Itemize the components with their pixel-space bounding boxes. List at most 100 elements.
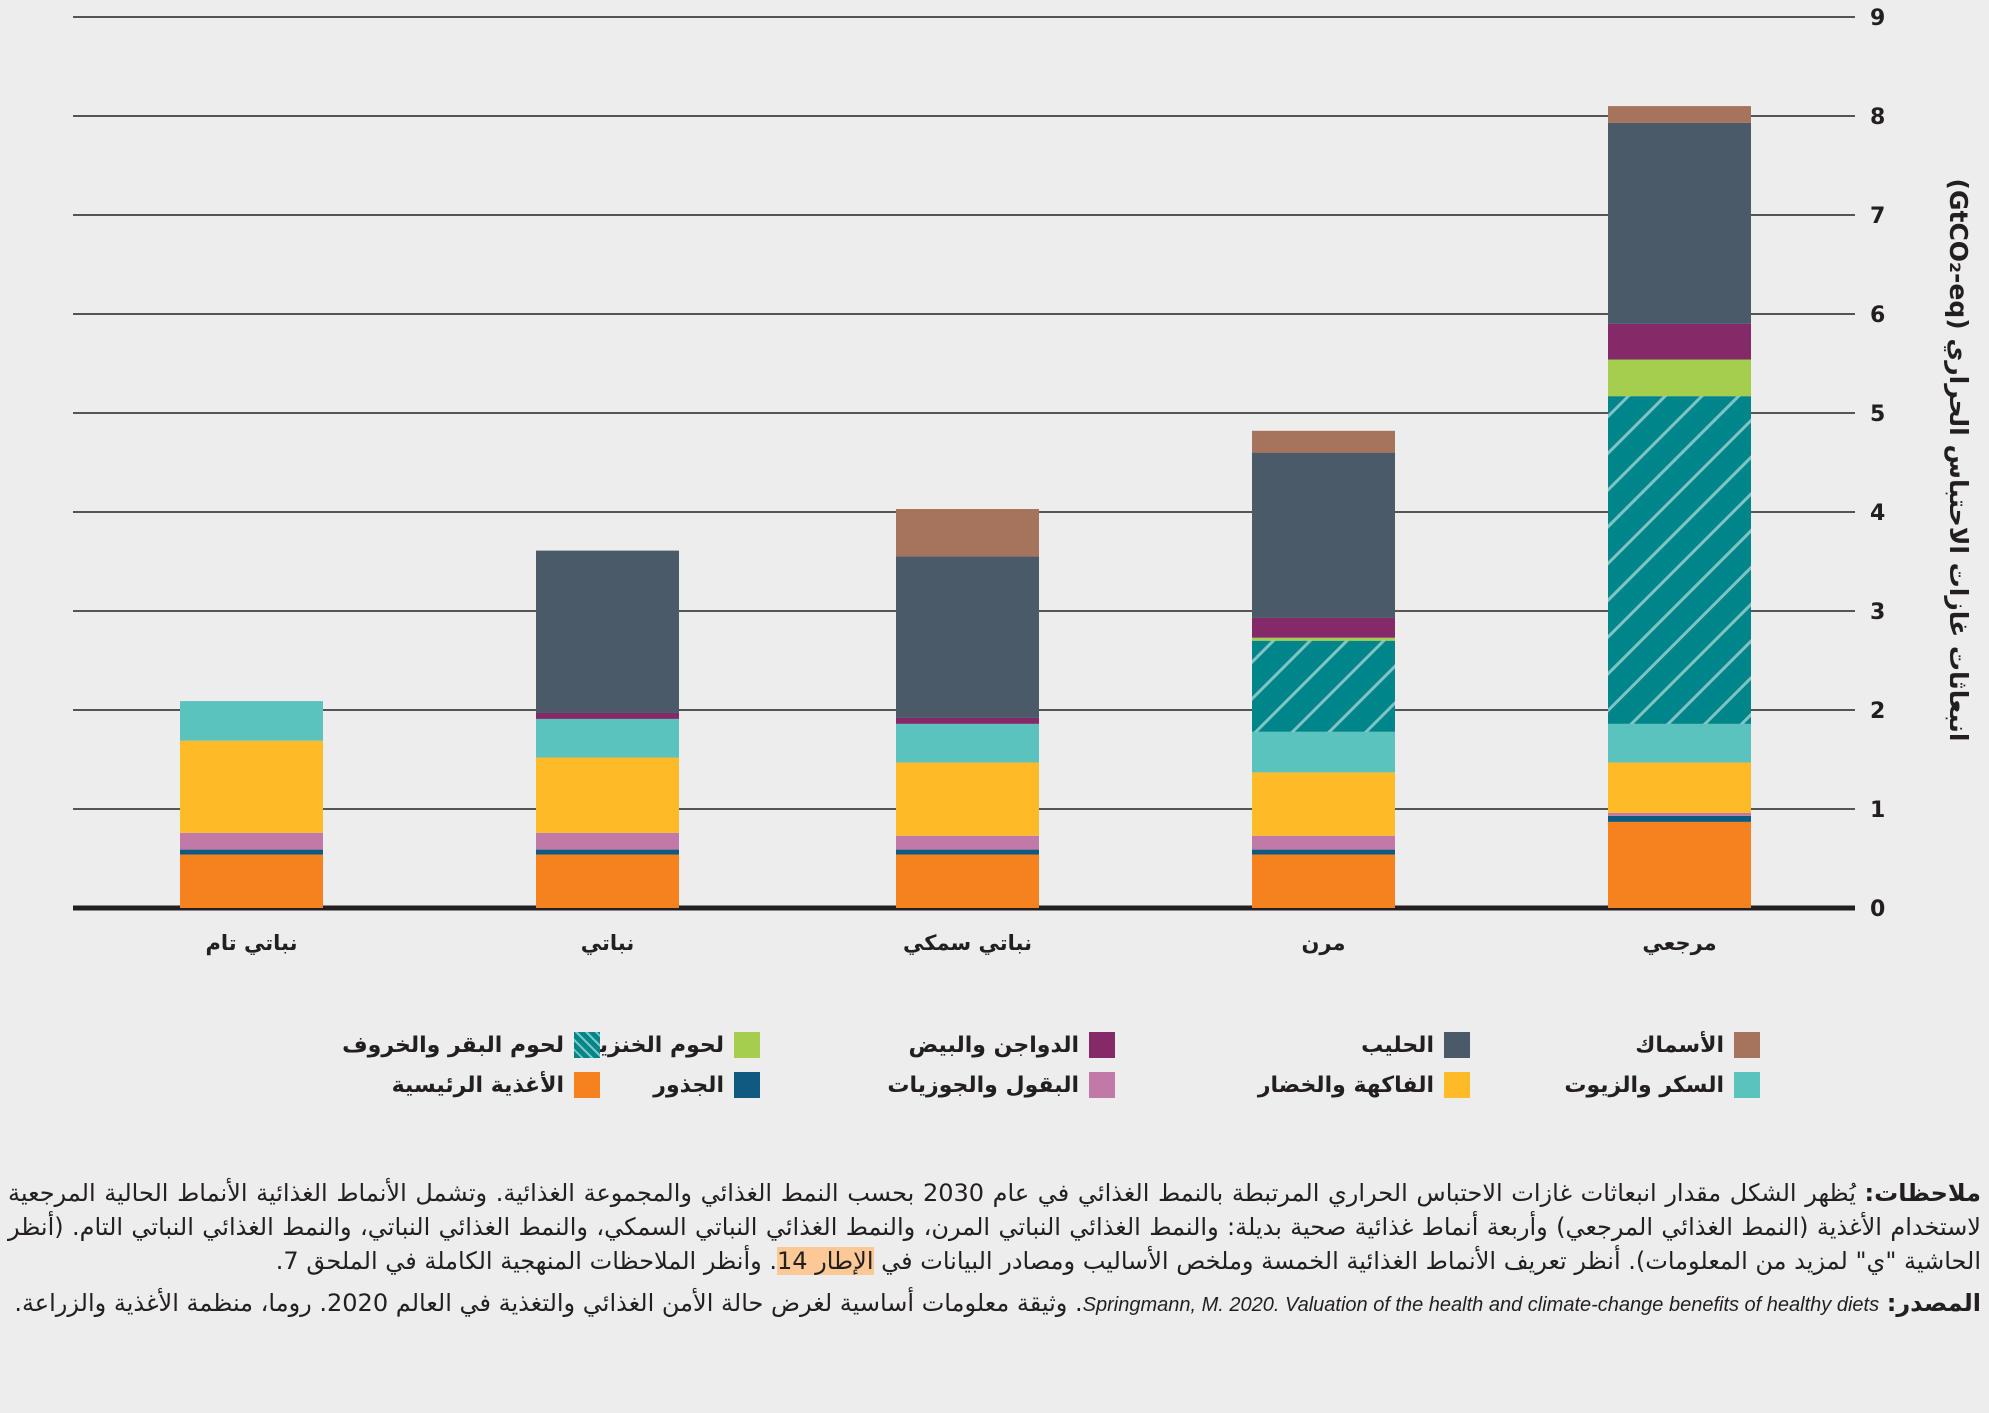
bar-segment xyxy=(896,835,1039,850)
bar-segment xyxy=(180,701,323,741)
y-tick-label: 9 xyxy=(1870,6,1885,31)
bar-segment xyxy=(896,854,1039,908)
bar-stack xyxy=(896,509,1039,908)
y-tick-label: 8 xyxy=(1870,105,1885,130)
bar-segment xyxy=(1252,772,1395,836)
y-tick-label: 7 xyxy=(1870,204,1885,229)
bar-segment xyxy=(1608,323,1751,360)
bar-segment xyxy=(536,718,679,758)
source-arabic-text: . وثيقة معلومات أساسية لغرض حالة الأمن ا… xyxy=(14,1289,1083,1317)
bar-segment xyxy=(536,849,679,855)
bar-stack xyxy=(536,550,679,908)
y-axis-ticks: 0 1 2 3 4 5 6 7 8 9 xyxy=(1870,6,1885,922)
bars xyxy=(180,106,1751,908)
legend-swatch xyxy=(1444,1072,1470,1098)
legend-item: الفاكهة والخضار xyxy=(1258,1072,1470,1098)
legend: الأسماك الحليب الدواجن والبيض لحوم الخنزير ل… xyxy=(342,1032,1760,1112)
bar-segment xyxy=(180,854,323,908)
bar-segment xyxy=(896,723,1039,763)
legend-label: الأغذية الرئيسية xyxy=(391,1072,564,1098)
bar-segment xyxy=(1252,617,1395,638)
bar-segment xyxy=(536,854,679,908)
bar-segment xyxy=(180,740,323,833)
notes-paragraph: ملاحظات: يُظهر الشكل مقدار انبعاثات غازا… xyxy=(8,1176,1981,1278)
x-category-label: مرن xyxy=(1302,931,1346,955)
legend-swatch xyxy=(574,1072,600,1098)
legend-item: البقول والجوزيات xyxy=(887,1072,1115,1098)
bar-segment xyxy=(1608,821,1751,908)
bar-stack xyxy=(1608,106,1751,908)
bar-segment xyxy=(1252,430,1395,453)
bar-segment xyxy=(1252,854,1395,908)
legend-item: الجذور xyxy=(653,1072,760,1098)
bar-segment xyxy=(1608,812,1751,816)
bar-segment xyxy=(1252,731,1395,773)
y-axis-title: انبعاثات غازات الاحتباس الحراري (GtCO₂-e… xyxy=(1943,179,1973,742)
bar-segment xyxy=(1608,762,1751,813)
notes-text-end: . وأنظر الملاحظات المنهجية الكاملة في ال… xyxy=(275,1247,777,1275)
legend-swatch xyxy=(1089,1072,1115,1098)
legend-item: لحوم الخنزير xyxy=(586,1032,760,1058)
bar-segment xyxy=(1252,849,1395,855)
x-category-label: نباتي تام xyxy=(206,931,298,955)
legend-item: الأغذية الرئيسية xyxy=(392,1072,600,1098)
bar-segment xyxy=(1252,640,1395,732)
y-tick-label: 4 xyxy=(1870,501,1885,526)
source-label: المصدر: xyxy=(1886,1289,1981,1317)
bar-stack xyxy=(180,701,323,908)
bar-segment xyxy=(896,717,1039,724)
bar-segment xyxy=(536,550,679,713)
legend-label: الدواجن والبيض xyxy=(908,1032,1080,1058)
notes-text: يُظهر الشكل مقدار انبعاثات غازات الاحتبا… xyxy=(8,1179,1981,1275)
y-tick-label: 1 xyxy=(1870,798,1885,823)
legend-label: الحليب xyxy=(1361,1032,1434,1058)
bar-segment xyxy=(1252,637,1395,641)
bar-segment xyxy=(1252,452,1395,618)
bar-segment xyxy=(896,509,1039,557)
bar-segment xyxy=(1608,396,1751,724)
legend-swatch xyxy=(1734,1032,1760,1058)
x-category-label: نباتي سمكي xyxy=(903,931,1032,955)
source-paragraph: المصدر: Springmann, M. 2020. Valuation o… xyxy=(8,1286,1981,1322)
legend-label: لحوم البقر والخروف xyxy=(342,1032,564,1058)
bar-segment xyxy=(1608,106,1751,123)
legend-item: السكر والزيوت xyxy=(1564,1072,1760,1098)
x-category-label: مرجعي xyxy=(1642,931,1716,955)
source-title: Valuation of the health and climate-chan… xyxy=(1284,1294,1880,1316)
bar-segment xyxy=(1608,723,1751,763)
bar-segment xyxy=(180,849,323,855)
legend-label: لحوم الخنزير xyxy=(586,1032,724,1058)
bar-segment xyxy=(1608,359,1751,397)
source-english-ref: Springmann, M. 2020. Valuation of the he… xyxy=(1083,1294,1879,1316)
source-author: Springmann, M. 2020. xyxy=(1082,1294,1285,1316)
bar-segment xyxy=(536,712,679,719)
notes-label: ملاحظات: xyxy=(1864,1179,1981,1207)
legend-swatch xyxy=(734,1072,760,1098)
x-axis-labels: نباتي تام نباتي نباتي سمكي مرن مرجعي xyxy=(206,931,1717,955)
box-14-link[interactable]: الإطار 14 xyxy=(776,1247,874,1275)
legend-item: الدواجن والبيض xyxy=(908,1032,1115,1058)
stacked-bar-chart: 0 1 2 3 4 5 6 7 8 9 نباتي تام نباتي نباتي سمكي مرن مر… xyxy=(73,6,1973,955)
legend-swatch xyxy=(734,1032,760,1058)
y-tick-label: 2 xyxy=(1870,699,1885,724)
legend-item: الحليب xyxy=(1361,1032,1470,1058)
y-tick-label: 5 xyxy=(1870,402,1885,427)
legend-label: السكر والزيوت xyxy=(1564,1072,1724,1098)
legend-label: الأسماك xyxy=(1635,1032,1724,1058)
bar-segment xyxy=(1608,122,1751,324)
bar-segment xyxy=(896,849,1039,855)
bar-stack xyxy=(1252,430,1395,908)
legend-item: الأسماك xyxy=(1635,1032,1760,1058)
bar-segment xyxy=(536,832,679,850)
bar-segment xyxy=(896,556,1039,718)
legend-swatch xyxy=(1734,1072,1760,1098)
bar-segment xyxy=(536,757,679,833)
y-tick-label: 3 xyxy=(1870,600,1885,625)
notes-section: ملاحظات: يُظهر الشكل مقدار انبعاثات غازا… xyxy=(8,1176,1981,1330)
x-category-label: نباتي xyxy=(581,931,634,955)
y-tick-label: 6 xyxy=(1870,303,1885,328)
legend-item: لحوم البقر والخروف xyxy=(342,1032,600,1058)
legend-swatch xyxy=(1089,1032,1115,1058)
legend-label: الفاكهة والخضار xyxy=(1257,1072,1434,1098)
bar-segment xyxy=(1252,835,1395,850)
